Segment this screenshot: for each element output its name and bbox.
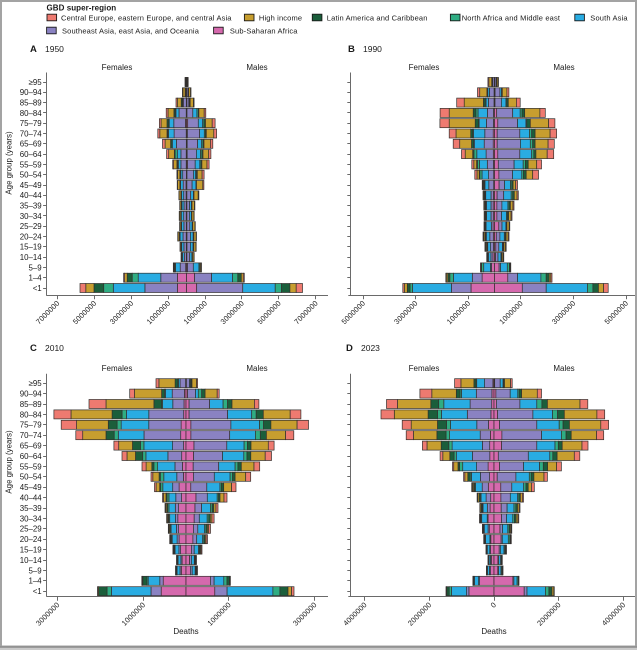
svg-text:2010: 2010 <box>45 343 64 353</box>
svg-text:1–4: 1–4 <box>29 577 43 586</box>
svg-text:30–34: 30–34 <box>20 212 43 221</box>
svg-text:70–74: 70–74 <box>20 431 43 440</box>
svg-text:55–59: 55–59 <box>20 160 43 169</box>
svg-text:80–84: 80–84 <box>20 109 43 118</box>
svg-text:Females: Females <box>102 63 133 72</box>
svg-text:90–94: 90–94 <box>20 88 43 97</box>
svg-text:75–79: 75–79 <box>20 421 43 430</box>
svg-text:40–44: 40–44 <box>20 494 43 503</box>
svg-text:30–34: 30–34 <box>20 514 43 523</box>
svg-text:2023: 2023 <box>361 343 380 353</box>
svg-text:65–69: 65–69 <box>20 140 43 149</box>
svg-text:65–69: 65–69 <box>20 442 43 451</box>
svg-text:75–79: 75–79 <box>20 119 43 128</box>
svg-text:15–19: 15–19 <box>20 546 43 555</box>
svg-text:45–49: 45–49 <box>20 181 43 190</box>
svg-text:Males: Males <box>553 364 574 373</box>
svg-text:1990: 1990 <box>363 44 382 54</box>
svg-text:D: D <box>346 343 353 354</box>
svg-text:55–59: 55–59 <box>20 462 43 471</box>
svg-text:Deaths: Deaths <box>481 627 506 636</box>
svg-text:C: C <box>30 343 37 354</box>
svg-text:Females: Females <box>409 63 440 72</box>
svg-text:Southeast Asia, east Asia, and: Southeast Asia, east Asia, and Oceania <box>62 26 200 35</box>
svg-text:25–29: 25–29 <box>20 222 43 231</box>
svg-text:60–64: 60–64 <box>20 150 43 159</box>
svg-text:45–49: 45–49 <box>20 483 43 492</box>
svg-text:50–54: 50–54 <box>20 473 43 482</box>
svg-text:Latin America and Caribbean: Latin America and Caribbean <box>327 13 428 22</box>
svg-text:Age group (years): Age group (years) <box>5 430 14 494</box>
svg-text:90–94: 90–94 <box>20 390 43 399</box>
svg-text:South Asia: South Asia <box>590 13 628 22</box>
svg-text:10–14: 10–14 <box>20 253 43 262</box>
svg-text:35–39: 35–39 <box>20 504 43 513</box>
svg-text:1–4: 1–4 <box>29 274 43 283</box>
svg-text:85–89: 85–89 <box>20 400 43 409</box>
svg-text:A: A <box>30 44 37 55</box>
svg-text:Males: Males <box>553 63 574 72</box>
svg-text:Females: Females <box>102 364 133 373</box>
svg-text:<1: <1 <box>33 587 42 596</box>
svg-text:Males: Males <box>246 63 267 72</box>
svg-text:20–24: 20–24 <box>20 232 43 241</box>
svg-text:0: 0 <box>489 600 498 609</box>
svg-text:North Africa and Middle east: North Africa and Middle east <box>462 13 561 22</box>
svg-text:85–89: 85–89 <box>20 99 43 108</box>
svg-text:40–44: 40–44 <box>20 191 43 200</box>
svg-text:Sub-Saharan Africa: Sub-Saharan Africa <box>230 26 298 35</box>
svg-text:Females: Females <box>409 364 440 373</box>
svg-text:High income: High income <box>259 13 302 22</box>
svg-text:Age group (years): Age group (years) <box>5 131 14 195</box>
svg-text:15–19: 15–19 <box>20 243 43 252</box>
svg-text:≥95: ≥95 <box>29 379 43 388</box>
svg-text:5–9: 5–9 <box>29 566 43 575</box>
svg-text:20–24: 20–24 <box>20 535 43 544</box>
svg-text:B: B <box>348 44 355 55</box>
svg-text:60–64: 60–64 <box>20 452 43 461</box>
svg-text:35–39: 35–39 <box>20 202 43 211</box>
svg-text:GBD super-region: GBD super-region <box>47 4 117 13</box>
svg-text:≥95: ≥95 <box>29 78 43 87</box>
svg-text:70–74: 70–74 <box>20 129 43 138</box>
svg-text:<1: <1 <box>33 284 42 293</box>
svg-text:5–9: 5–9 <box>29 263 43 272</box>
svg-text:50–54: 50–54 <box>20 171 43 180</box>
svg-text:Males: Males <box>246 364 267 373</box>
svg-text:Central Europe, eastern Europe: Central Europe, eastern Europe, and cent… <box>61 13 232 22</box>
svg-text:10–14: 10–14 <box>20 556 43 565</box>
svg-text:25–29: 25–29 <box>20 525 43 534</box>
svg-text:80–84: 80–84 <box>20 410 43 419</box>
svg-text:Deaths: Deaths <box>173 627 198 636</box>
svg-text:1950: 1950 <box>45 44 64 54</box>
